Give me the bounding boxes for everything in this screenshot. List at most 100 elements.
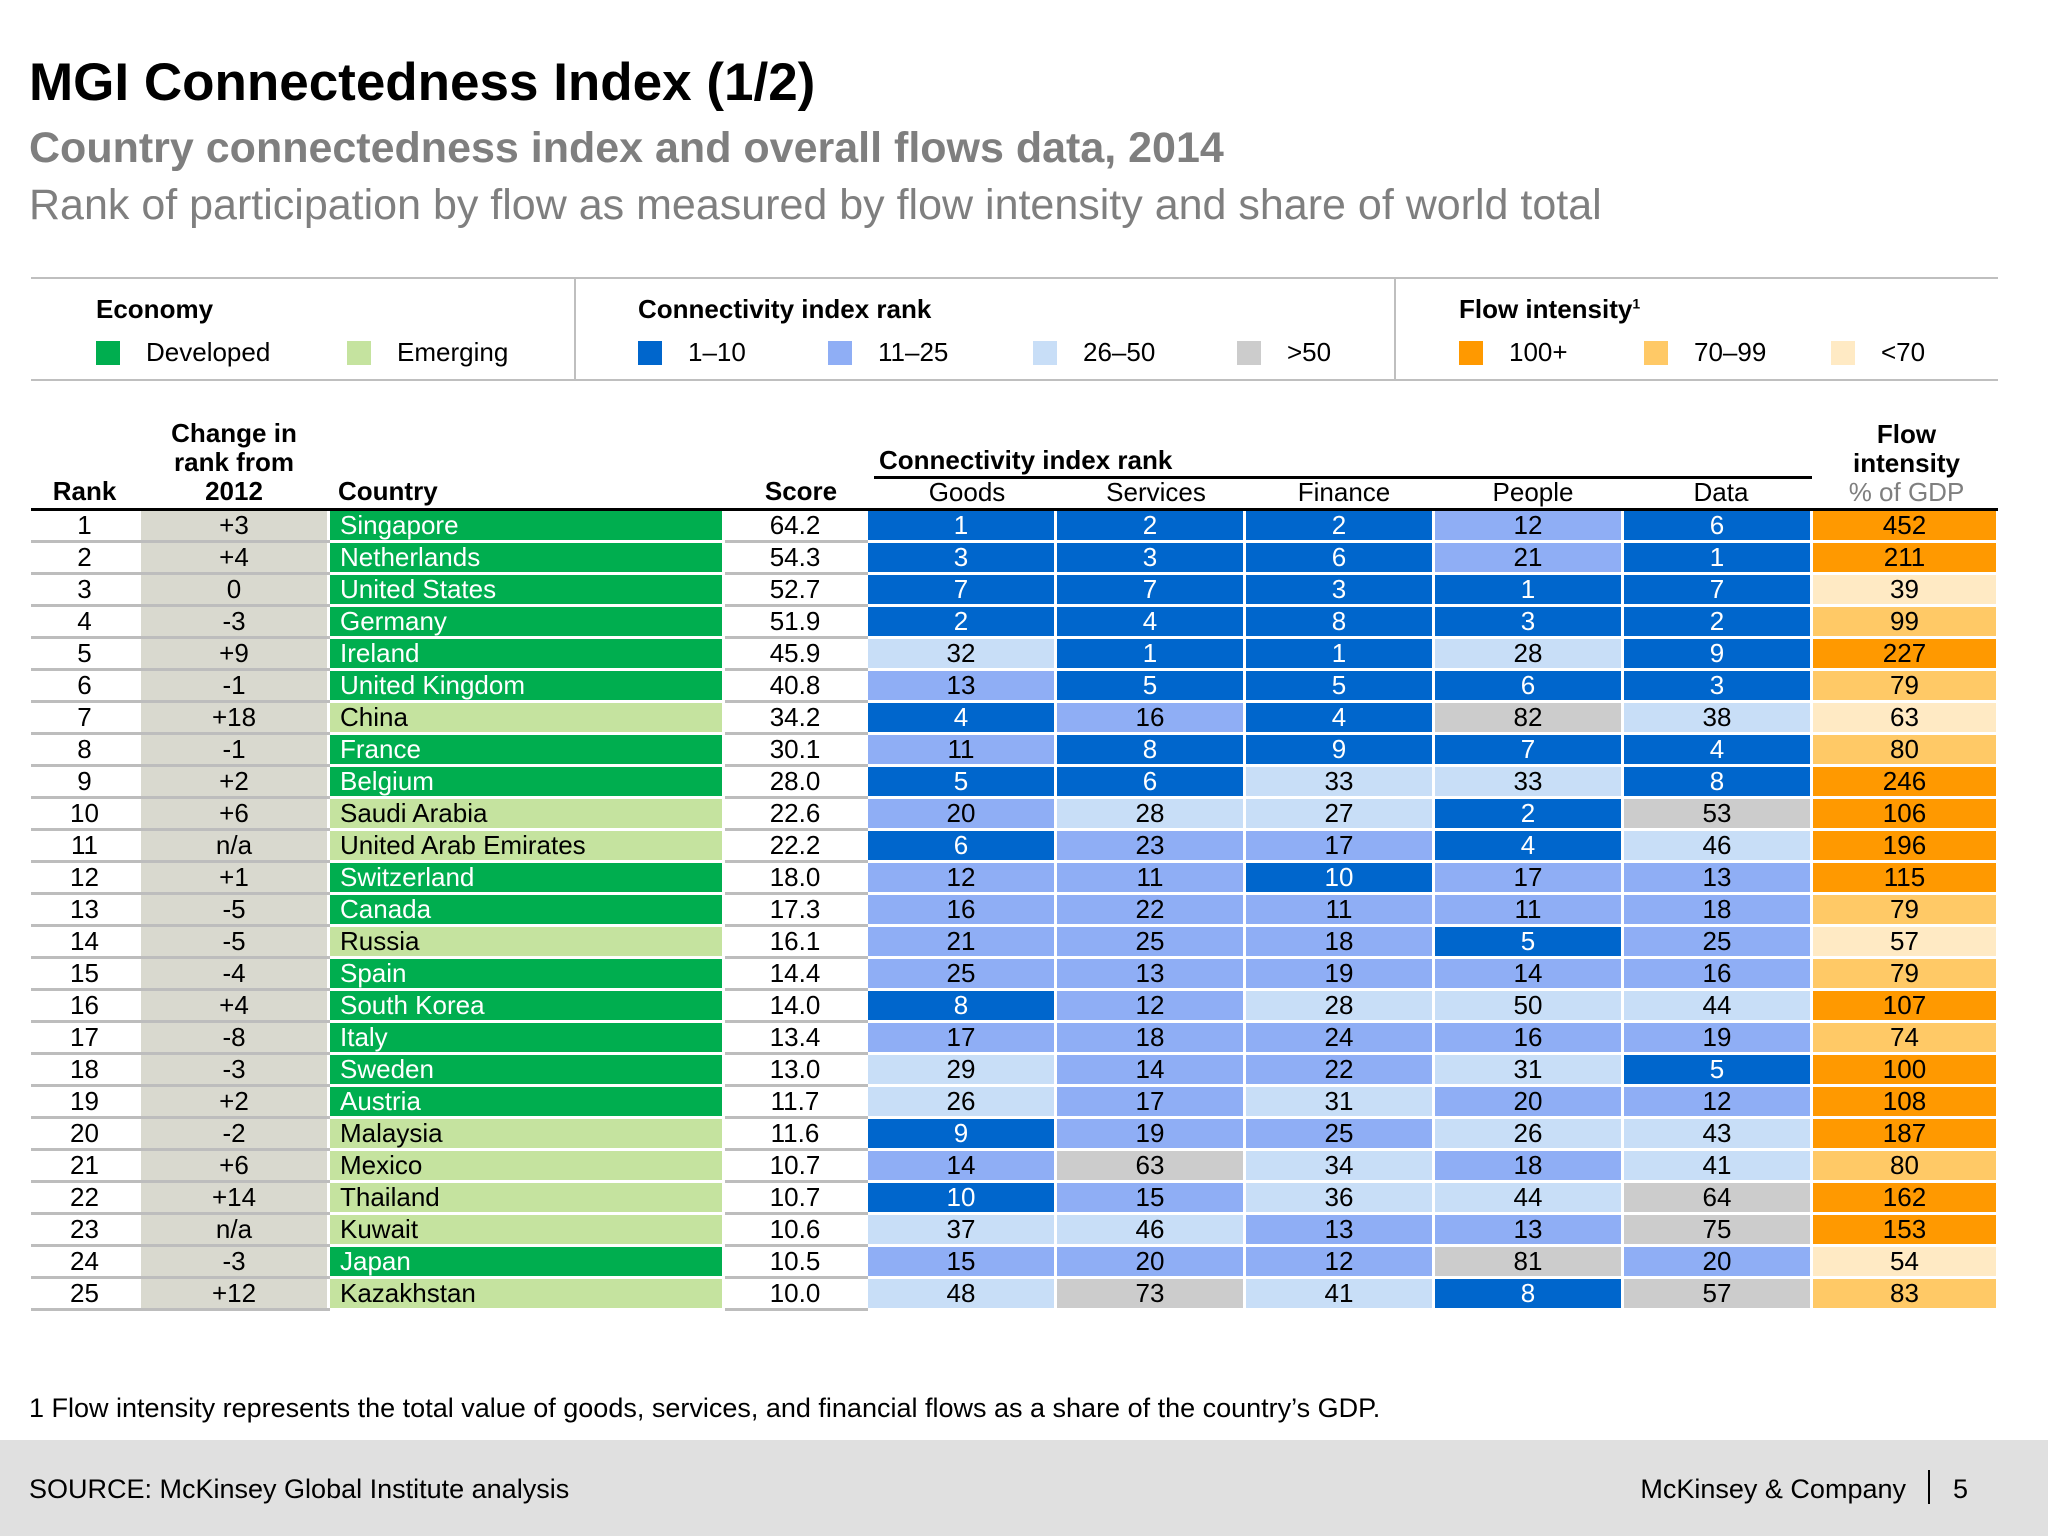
services-rank-cell: 6: [1055, 765, 1246, 799]
flow-intensity-cell: 54: [1811, 1245, 1996, 1279]
finance-rank-cell: 41: [1244, 1277, 1435, 1311]
header-country: Country: [338, 476, 438, 506]
header-flow: Flow intensity % of GDP: [1815, 420, 1998, 507]
flow-intensity-cell: 108: [1811, 1085, 1996, 1119]
rank-cell: 23: [31, 1213, 140, 1247]
services-rank-cell: 15: [1055, 1181, 1246, 1215]
flow-intensity-cell: 79: [1811, 669, 1996, 703]
flow-intensity-cell: 74: [1811, 1021, 1996, 1055]
page-title: MGI Connectedness Index (1/2): [29, 53, 816, 112]
finance-rank-cell: 27: [1244, 797, 1435, 831]
people-rank-cell: 2: [1433, 797, 1624, 831]
legend-label: Emerging: [397, 337, 509, 367]
finance-rank-cell: 25: [1244, 1117, 1435, 1151]
goods-rank-cell: 13: [866, 669, 1057, 703]
legend-label: Developed: [146, 337, 271, 367]
finance-rank-cell: 28: [1244, 989, 1435, 1023]
legend: Economy Developed Emerging Connectivity …: [31, 277, 1998, 381]
score-cell: 10.7: [723, 1149, 868, 1183]
people-rank-cell: 17: [1433, 861, 1624, 895]
services-rank-cell: 4: [1055, 605, 1246, 639]
change-cell: +18: [138, 701, 330, 735]
change-cell: +2: [138, 765, 330, 799]
services-rank-cell: 12: [1055, 989, 1246, 1023]
score-cell: 64.2: [723, 511, 868, 543]
country-cell: Netherlands: [328, 541, 725, 575]
goods-rank-cell: 16: [866, 893, 1057, 927]
rank-cell: 1: [31, 511, 140, 543]
rank-cell: 9: [31, 765, 140, 799]
finance-rank-cell: 10: [1244, 861, 1435, 895]
score-cell: 10.5: [723, 1245, 868, 1279]
country-cell: Sweden: [328, 1053, 725, 1087]
flow-intensity-cell: 83: [1811, 1277, 1996, 1311]
goods-rank-cell: 26: [866, 1085, 1057, 1119]
finance-rank-cell: 13: [1244, 1213, 1435, 1247]
legend-economy: Economy Developed Emerging: [31, 279, 575, 379]
finance-rank-cell: 2: [1244, 511, 1435, 543]
goods-rank-cell: 2: [866, 605, 1057, 639]
rank-cell: 15: [31, 957, 140, 991]
country-cell: South Korea: [328, 989, 725, 1023]
change-cell: -3: [138, 605, 330, 639]
table-row: 23 n/a Kuwait 10.6 37 46 13 13 75 153: [31, 1213, 1996, 1247]
connectedness-table: 1 +3 Singapore 64.2 1 2 2 12 6 452 2 +4 Netherlands 5…: [31, 511, 1996, 1311]
data-rank-cell: 9: [1622, 637, 1813, 671]
services-rank-cell: 16: [1055, 701, 1246, 735]
flow-intensity-cell: 227: [1811, 637, 1996, 671]
goods-rank-cell: 14: [866, 1149, 1057, 1183]
country-cell: Belgium: [328, 765, 725, 799]
table-row: 9 +2 Belgium 28.0 5 6 33 33 8 246: [31, 765, 1996, 799]
data-rank-cell: 2: [1622, 605, 1813, 639]
country-cell: France: [328, 733, 725, 767]
legend-label: 100+: [1509, 337, 1568, 367]
score-cell: 10.6: [723, 1213, 868, 1247]
finance-rank-cell: 18: [1244, 925, 1435, 959]
swatch: [347, 340, 371, 365]
country-cell: United Kingdom: [328, 669, 725, 703]
rank-cell: 24: [31, 1245, 140, 1279]
people-rank-cell: 81: [1433, 1245, 1624, 1279]
swatch: [1237, 340, 1261, 365]
page-number: 5: [1953, 1474, 1969, 1504]
change-cell: +9: [138, 637, 330, 671]
people-rank-cell: 12: [1433, 511, 1624, 543]
data-rank-cell: 43: [1622, 1117, 1813, 1151]
swatch: [1033, 340, 1057, 365]
table-row: 6 -1 United Kingdom 40.8 13 5 5 6 3 79: [31, 669, 1996, 703]
legend-label: 26–50: [1083, 337, 1156, 367]
services-rank-cell: 25: [1055, 925, 1246, 959]
data-rank-cell: 6: [1622, 511, 1813, 543]
change-cell: -8: [138, 1021, 330, 1055]
goods-rank-cell: 4: [866, 701, 1057, 735]
goods-rank-cell: 9: [866, 1117, 1057, 1151]
people-rank-cell: 13: [1433, 1213, 1624, 1247]
change-cell: +4: [138, 989, 330, 1023]
legend-heading: Flow intensity1: [1459, 294, 1640, 325]
score-cell: 11.6: [723, 1117, 868, 1151]
table-row: 8 -1 France 30.1 11 8 9 7 4 80: [31, 733, 1996, 767]
people-rank-cell: 1: [1433, 573, 1624, 607]
data-rank-cell: 13: [1622, 861, 1813, 895]
legend-label: 70–99: [1694, 337, 1767, 367]
goods-rank-cell: 3: [866, 541, 1057, 575]
people-rank-cell: 11: [1433, 893, 1624, 927]
goods-rank-cell: 5: [866, 765, 1057, 799]
score-cell: 17.3: [723, 893, 868, 927]
divider: [574, 279, 576, 379]
table-row: 20 -2 Malaysia 11.6 9 19 25 26 43 187: [31, 1117, 1996, 1151]
country-cell: Canada: [328, 893, 725, 927]
people-rank-cell: 50: [1433, 989, 1624, 1023]
score-cell: 45.9: [723, 637, 868, 671]
flow-intensity-cell: 115: [1811, 861, 1996, 895]
data-rank-cell: 25: [1622, 925, 1813, 959]
data-rank-cell: 57: [1622, 1277, 1813, 1311]
country-cell: Germany: [328, 605, 725, 639]
change-cell: -5: [138, 893, 330, 927]
finance-rank-cell: 6: [1244, 541, 1435, 575]
people-rank-cell: 20: [1433, 1085, 1624, 1119]
data-rank-cell: 8: [1622, 765, 1813, 799]
finance-rank-cell: 22: [1244, 1053, 1435, 1087]
header-change: Change in rank from 2012: [141, 419, 327, 506]
people-rank-cell: 3: [1433, 605, 1624, 639]
